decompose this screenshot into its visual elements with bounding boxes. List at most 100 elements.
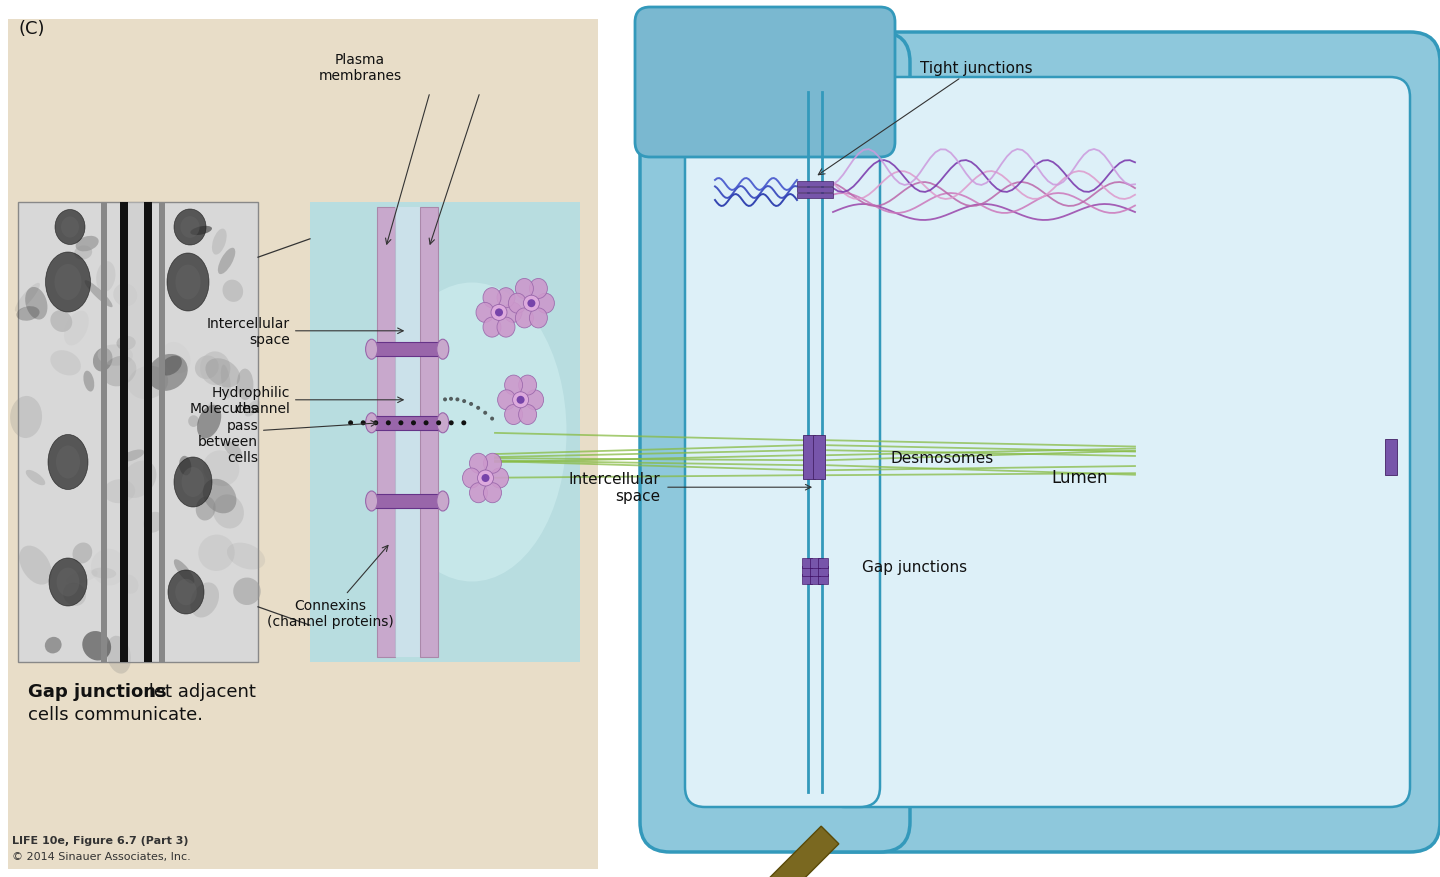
- Ellipse shape: [147, 354, 187, 391]
- Ellipse shape: [66, 570, 98, 584]
- Ellipse shape: [530, 279, 547, 299]
- Ellipse shape: [436, 491, 449, 511]
- Ellipse shape: [213, 495, 243, 529]
- Circle shape: [423, 421, 429, 426]
- FancyBboxPatch shape: [685, 78, 880, 807]
- Ellipse shape: [181, 467, 204, 497]
- Bar: [802, 559, 812, 568]
- Ellipse shape: [63, 311, 89, 346]
- Circle shape: [517, 396, 524, 404]
- Ellipse shape: [180, 217, 200, 239]
- Bar: [158, 203, 166, 662]
- Ellipse shape: [518, 405, 537, 425]
- Ellipse shape: [96, 262, 115, 293]
- Circle shape: [449, 421, 454, 426]
- Ellipse shape: [55, 210, 85, 246]
- Ellipse shape: [206, 359, 240, 388]
- Ellipse shape: [228, 543, 265, 570]
- Ellipse shape: [207, 403, 216, 416]
- Ellipse shape: [91, 567, 117, 579]
- Bar: [802, 567, 812, 576]
- Ellipse shape: [484, 483, 501, 503]
- Ellipse shape: [190, 582, 219, 617]
- Circle shape: [478, 470, 494, 487]
- Circle shape: [462, 400, 467, 403]
- Ellipse shape: [107, 636, 131, 674]
- Ellipse shape: [50, 310, 72, 332]
- Circle shape: [484, 411, 487, 416]
- Ellipse shape: [366, 339, 377, 360]
- Text: (C): (C): [17, 20, 45, 38]
- Ellipse shape: [76, 237, 99, 252]
- Ellipse shape: [491, 468, 508, 488]
- Bar: [809, 567, 819, 576]
- Bar: [374, 495, 439, 509]
- Ellipse shape: [82, 631, 111, 660]
- Bar: [1385, 439, 1397, 475]
- Circle shape: [490, 417, 494, 421]
- FancyBboxPatch shape: [635, 8, 896, 158]
- Ellipse shape: [10, 396, 42, 438]
- Ellipse shape: [469, 453, 488, 474]
- Circle shape: [461, 421, 467, 426]
- Ellipse shape: [46, 253, 91, 312]
- Ellipse shape: [436, 413, 449, 433]
- Ellipse shape: [167, 253, 209, 311]
- Circle shape: [481, 474, 490, 482]
- Bar: [310, 203, 580, 662]
- Ellipse shape: [73, 246, 92, 260]
- Ellipse shape: [366, 491, 377, 511]
- Ellipse shape: [469, 483, 488, 503]
- Bar: [144, 203, 151, 662]
- Ellipse shape: [462, 468, 481, 488]
- Bar: [101, 203, 108, 662]
- Circle shape: [373, 421, 379, 426]
- Ellipse shape: [197, 405, 222, 439]
- Ellipse shape: [482, 289, 501, 309]
- Ellipse shape: [196, 497, 216, 521]
- Ellipse shape: [366, 413, 377, 433]
- Ellipse shape: [56, 446, 81, 479]
- Ellipse shape: [26, 470, 45, 486]
- Ellipse shape: [225, 442, 242, 458]
- Text: Gap junctions: Gap junctions: [863, 559, 968, 574]
- Text: let adjacent: let adjacent: [143, 682, 256, 700]
- Circle shape: [455, 398, 459, 402]
- Bar: [17, 203, 258, 662]
- Bar: [809, 559, 819, 568]
- Ellipse shape: [104, 480, 135, 503]
- Bar: [818, 574, 828, 585]
- Ellipse shape: [504, 303, 521, 323]
- Circle shape: [386, 421, 390, 426]
- Ellipse shape: [117, 337, 135, 351]
- Circle shape: [469, 403, 474, 406]
- Ellipse shape: [143, 512, 164, 533]
- FancyBboxPatch shape: [825, 78, 1410, 807]
- Ellipse shape: [114, 284, 137, 307]
- Circle shape: [495, 309, 503, 317]
- Ellipse shape: [45, 637, 62, 653]
- Bar: [374, 417, 439, 431]
- Circle shape: [348, 421, 353, 426]
- Ellipse shape: [91, 549, 127, 586]
- Circle shape: [527, 300, 536, 308]
- Ellipse shape: [174, 210, 206, 246]
- Ellipse shape: [504, 405, 523, 425]
- Text: LIFE 10e, Figure 6.7 (Part 3): LIFE 10e, Figure 6.7 (Part 3): [12, 835, 189, 845]
- Ellipse shape: [194, 356, 219, 380]
- Ellipse shape: [498, 390, 516, 410]
- Bar: [395, 208, 420, 657]
- Ellipse shape: [174, 458, 212, 508]
- Ellipse shape: [24, 288, 48, 320]
- Ellipse shape: [60, 217, 79, 239]
- Ellipse shape: [176, 579, 197, 605]
- Ellipse shape: [72, 543, 92, 564]
- Ellipse shape: [85, 281, 112, 308]
- Circle shape: [523, 296, 540, 312]
- Ellipse shape: [203, 451, 239, 487]
- Ellipse shape: [102, 356, 137, 387]
- Ellipse shape: [236, 369, 253, 401]
- Bar: [420, 208, 438, 657]
- Ellipse shape: [84, 371, 94, 392]
- Circle shape: [491, 305, 507, 321]
